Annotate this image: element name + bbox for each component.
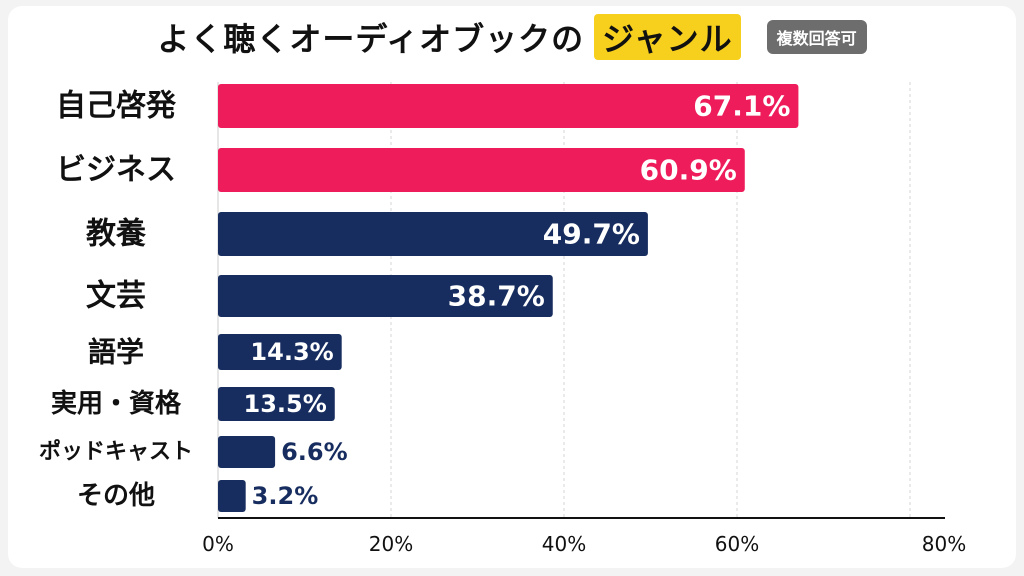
category-label: 語学 (88, 336, 144, 369)
bar (218, 334, 342, 370)
bar (218, 212, 648, 256)
bar (218, 148, 745, 192)
category-label: 教養 (86, 217, 146, 252)
value-label: 3.2% (252, 482, 319, 510)
title-main: よく聴くオーディオブックの (157, 20, 585, 58)
value-label: 60.9% (640, 154, 737, 187)
category-label: 実用・資格 (51, 388, 182, 419)
x-axis-ticks: 0% 20% 40% 60% 80% (202, 532, 966, 556)
bar (218, 436, 276, 468)
value-labels: 67.1% 60.9%49.7% 38.7% 14.3% 13.5% 6.6% 3.2% (244, 90, 791, 511)
category-label: ポッドキャスト (39, 439, 193, 465)
x-tick-label: 20% (369, 532, 413, 556)
bar (218, 275, 553, 317)
x-tick-label: 0% (202, 532, 234, 556)
bars (218, 84, 799, 512)
value-label: 6.6% (281, 438, 348, 466)
value-label: 49.7% (543, 218, 640, 251)
multiple-answer-badge: 複数回答可 (766, 20, 867, 54)
title-highlight: ジャンル (594, 14, 741, 60)
value-label: 38.7% (448, 280, 545, 313)
value-label: 13.5% (244, 390, 327, 418)
category-label: 自己啓発 (56, 89, 177, 124)
category-label: その他 (77, 481, 155, 511)
x-tick-label: 60% (715, 532, 759, 556)
chart-title: よく聴くオーディオブックの ジャンル 複数回答可 (0, 14, 1024, 60)
bar (218, 480, 246, 512)
x-tick-label: 80% (922, 532, 966, 556)
bar (218, 84, 799, 128)
bar (218, 387, 335, 421)
value-label: 67.1% (693, 90, 790, 123)
category-label: ビジネス (56, 153, 176, 188)
category-label: 文芸 (86, 279, 146, 314)
x-tick-label: 40% (542, 532, 586, 556)
value-label: 14.3% (250, 338, 333, 366)
